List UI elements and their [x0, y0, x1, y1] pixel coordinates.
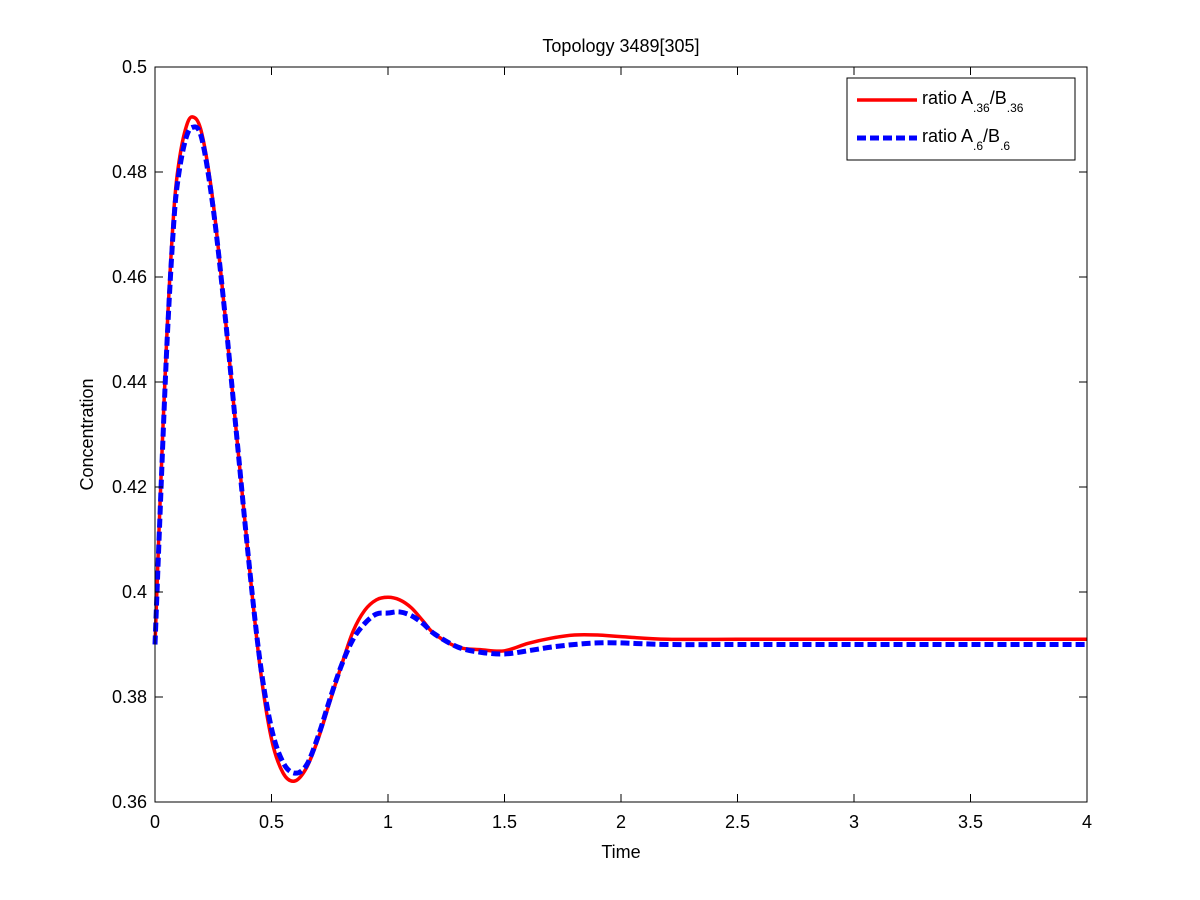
y-tick-label: 0.36 — [112, 792, 147, 812]
x-tick-label: 3 — [849, 812, 859, 832]
plot-area — [155, 67, 1087, 802]
y-tick-label: 0.42 — [112, 477, 147, 497]
x-tick-label: 0.5 — [259, 812, 284, 832]
x-tick-label: 0 — [150, 812, 160, 832]
legend: ratio A.36/B.36 ratio A.6/B.6 — [846, 77, 1076, 161]
legend-box — [846, 77, 1076, 161]
series-layer — [152, 115, 1087, 783]
y-tick-label: 0.46 — [112, 267, 147, 287]
x-axis-label: Time — [601, 842, 640, 862]
y-tick-label: 0.44 — [112, 372, 147, 392]
x-tick-label: 2.5 — [725, 812, 750, 832]
series-line-2 — [152, 124, 1087, 776]
legend-label-1: ratio A.36/B.36 — [922, 88, 1024, 115]
x-tick-label: 4 — [1082, 812, 1092, 832]
x-tick-label: 3.5 — [958, 812, 983, 832]
y-tick-label: 0.48 — [112, 162, 147, 182]
y-tick-label: 0.5 — [122, 57, 147, 77]
y-tick-label: 0.4 — [122, 582, 147, 602]
x-tick-label: 2 — [616, 812, 626, 832]
chart-title: Topology 3489[305] — [542, 36, 699, 56]
ticks-layer: 0 0.5 1 1.5 2 2.5 3 3.5 4 0.36 0.38 0.4 0.42 0.44 0.46… — [112, 57, 1092, 832]
x-tick-label: 1.5 — [492, 812, 517, 832]
y-tick-label: 0.38 — [112, 687, 147, 707]
legend-label-2: ratio A.6/B.6 — [922, 126, 1010, 153]
y-axis-label: Concentration — [77, 378, 97, 490]
x-tick-label: 1 — [383, 812, 393, 832]
